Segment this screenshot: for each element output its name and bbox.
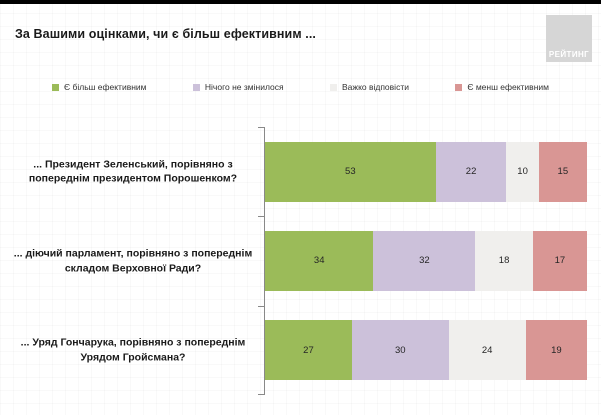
legend-item-2: Нічого не змінилося xyxy=(192,82,284,92)
chart-row: ... Президент Зеленський, порівняно з по… xyxy=(0,127,601,216)
logo-text: РЕЙТИНГ xyxy=(548,50,590,59)
chart-legend: Є більш ефективним Нічого не змінилося Важ… xyxy=(52,82,549,92)
axis-tick xyxy=(258,216,264,218)
legend-label: Нічого не змінилося xyxy=(204,82,284,92)
bar-value-label: 19 xyxy=(551,344,562,356)
category-axis-line xyxy=(264,127,265,395)
bar-segment: 22 xyxy=(435,141,507,202)
legend-swatch-icon xyxy=(192,83,200,91)
stacked-bar: 27 30 24 19 xyxy=(265,320,587,381)
legend-item-1: Є більш ефективним xyxy=(52,82,147,92)
axis-tick xyxy=(258,305,264,307)
bar-segment: 24 xyxy=(448,320,526,381)
stacked-bar: 34 32 18 17 xyxy=(265,230,587,291)
bar-segment: 32 xyxy=(373,230,476,291)
bar-segment: 53 xyxy=(265,141,436,202)
bar-value-label: 10 xyxy=(517,166,528,178)
category-label: ... Президент Зеленський, порівняно з по… xyxy=(28,157,238,185)
bar-value-label: 18 xyxy=(498,255,510,267)
top-border-rule xyxy=(0,0,601,4)
page-title: За Вашими оцінками, чи є більш ефективни… xyxy=(15,27,316,41)
bar-value-label: 22 xyxy=(465,166,477,178)
bar-segment: 15 xyxy=(538,141,587,202)
stacked-bar-chart: ... Президент Зеленський, порівняно з по… xyxy=(0,127,601,395)
rating-group-logo: РЕЙТИНГ xyxy=(546,15,592,62)
chart-row: ... діючий парламент, порівняно з попере… xyxy=(0,216,601,305)
bar-segment: 10 xyxy=(506,141,539,202)
chart-row: ... Уряд Гончарука, порівняно з попередн… xyxy=(0,306,601,395)
bar-segment: 19 xyxy=(525,320,587,381)
legend-swatch-icon xyxy=(329,83,337,91)
bar-value-label: 30 xyxy=(394,344,406,356)
bar-value-label: 27 xyxy=(303,344,314,356)
bar-value-label: 15 xyxy=(557,166,569,178)
legend-label: Є більш ефективним xyxy=(64,82,147,92)
legend-item-3: Важко відповісти xyxy=(329,82,409,92)
bar-segment: 17 xyxy=(532,230,587,291)
bar-value-label: 32 xyxy=(419,255,430,267)
bar-value-label: 24 xyxy=(481,344,493,356)
legend-swatch-icon xyxy=(455,83,463,91)
bar-segment: 34 xyxy=(265,230,374,291)
legend-item-4: Є менш ефективним xyxy=(455,82,549,92)
bar-segment: 18 xyxy=(475,230,533,291)
legend-label: Важко відповісти xyxy=(341,82,409,92)
category-label: ... діючий парламент, порівняно з попере… xyxy=(13,247,253,274)
axis-tick xyxy=(258,394,264,395)
bar-segment: 30 xyxy=(351,320,449,381)
axis-tick xyxy=(258,127,264,128)
category-label: ... Уряд Гончарука, порівняно з попередн… xyxy=(20,336,246,364)
bar-segment: 27 xyxy=(265,320,352,381)
stacked-bar: 53 22 10 15 xyxy=(265,141,587,202)
bar-value-label: 17 xyxy=(554,255,566,267)
legend-swatch-icon xyxy=(52,83,59,91)
bar-value-label: 53 xyxy=(345,166,356,178)
bar-value-label: 34 xyxy=(313,255,325,267)
legend-label: Є менш ефективним xyxy=(467,82,549,92)
